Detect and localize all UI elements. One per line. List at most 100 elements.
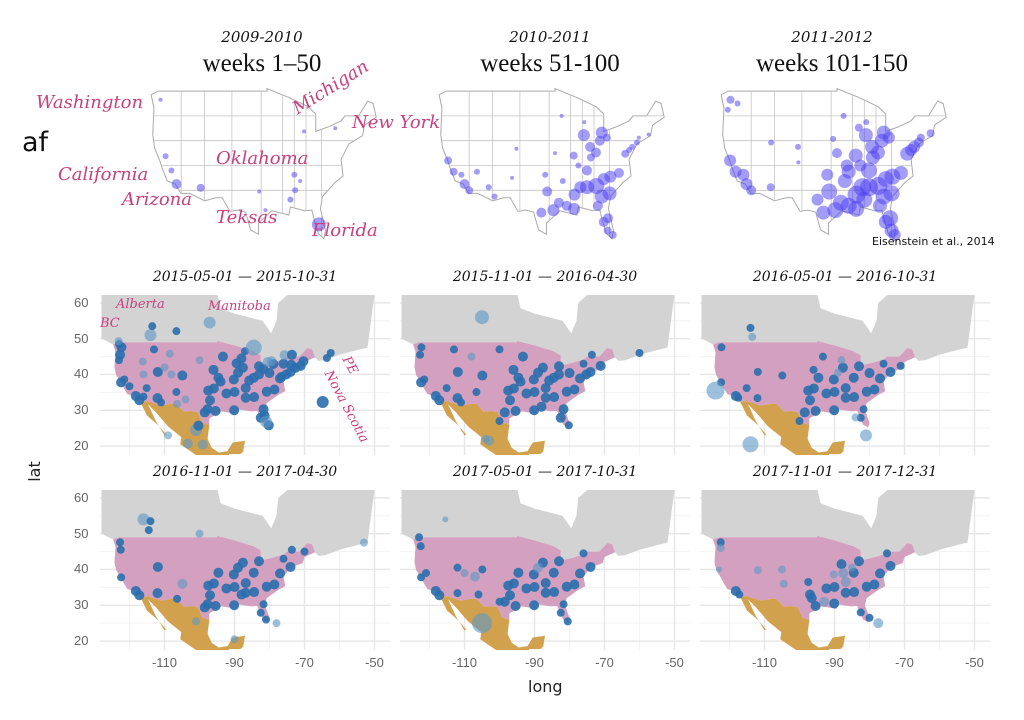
data-point — [559, 600, 568, 609]
data-point — [529, 600, 540, 611]
data-point — [279, 554, 288, 563]
data-point — [221, 388, 232, 399]
top-data-point — [854, 159, 867, 172]
top-data-point — [821, 168, 834, 181]
top-data-point — [821, 183, 838, 200]
data-point — [569, 579, 580, 590]
data-point — [210, 600, 221, 611]
data-point — [499, 596, 510, 607]
top-data-point — [766, 183, 775, 192]
x-tick-label: -70 — [895, 655, 914, 670]
y-tick-label: 20 — [74, 438, 89, 454]
mexico-region — [439, 401, 546, 455]
data-point — [478, 565, 487, 574]
hudson-bay — [217, 295, 288, 334]
data-point — [706, 381, 725, 400]
data-point — [521, 388, 532, 399]
top-data-point — [858, 128, 873, 143]
data-point — [883, 549, 892, 558]
data-point — [809, 365, 818, 374]
data-point — [569, 384, 580, 395]
top-data-point — [491, 193, 498, 200]
top-data-point — [882, 131, 895, 144]
top-data-point — [602, 186, 617, 201]
top-data-point — [832, 148, 842, 159]
facet-title-5: 2017-11-01 — 2017-12-31 — [752, 464, 938, 480]
top-data-point — [547, 204, 560, 217]
data-point — [474, 590, 483, 599]
data-point — [146, 517, 155, 526]
data-point — [240, 392, 251, 403]
data-point — [116, 538, 125, 547]
data-point — [221, 583, 232, 594]
data-point — [229, 387, 240, 398]
top-data-point — [724, 106, 731, 113]
top-data-point — [196, 183, 205, 192]
data-point — [716, 566, 723, 573]
data-point — [453, 589, 462, 598]
x-tick-label: -90 — [225, 655, 244, 670]
canada-region — [701, 490, 975, 561]
data-point — [182, 438, 193, 449]
data-point — [181, 395, 190, 404]
top-data-point — [613, 167, 624, 178]
data-point — [875, 568, 886, 579]
annotation-oklahoma: Oklahoma — [216, 148, 309, 169]
top-data-point — [559, 178, 566, 184]
data-point — [821, 388, 832, 399]
top-data-point — [590, 147, 601, 158]
facet-panel-1 — [400, 295, 690, 455]
data-point — [326, 348, 335, 357]
data-point — [818, 352, 827, 361]
y-tick-label: 20 — [74, 633, 89, 649]
data-point — [233, 367, 244, 378]
data-point — [453, 563, 462, 572]
data-point — [197, 439, 208, 450]
top-data-point — [458, 171, 465, 178]
mexico-region — [439, 596, 546, 650]
hudson-bay — [217, 490, 288, 529]
data-point — [829, 582, 840, 593]
data-point — [515, 376, 526, 387]
data-point — [157, 398, 166, 407]
data-point — [517, 351, 528, 362]
top-data-point — [582, 120, 587, 125]
data-point — [748, 332, 757, 341]
data-point — [278, 358, 289, 369]
top-data-point — [569, 151, 578, 160]
hudson-bay — [817, 490, 888, 529]
hudson-bay — [817, 295, 888, 334]
data-point — [873, 618, 884, 629]
x-tick-label: -110 — [751, 655, 778, 670]
data-point — [144, 329, 157, 342]
top-data-point — [863, 119, 870, 126]
data-point — [420, 375, 429, 384]
data-point — [778, 371, 787, 380]
mexico-region — [739, 401, 846, 455]
data-point — [753, 566, 762, 575]
data-point — [298, 356, 309, 367]
data-point — [279, 350, 290, 361]
data-point — [840, 383, 851, 394]
data-point — [477, 370, 488, 381]
data-point — [513, 567, 524, 578]
top-data-point — [795, 143, 801, 150]
data-point — [829, 598, 840, 609]
data-point — [505, 395, 516, 406]
data-point — [860, 429, 873, 442]
facet-panel-3 — [100, 490, 390, 650]
canada-region — [101, 490, 375, 561]
data-point — [810, 405, 821, 416]
data-point — [813, 372, 824, 383]
top-data-point — [302, 129, 307, 134]
data-point — [533, 367, 544, 378]
mexico-region — [739, 596, 846, 650]
facet-title-0: 2015-05-01 — 2015-10-31 — [152, 269, 338, 285]
data-point — [139, 370, 148, 379]
data-point — [452, 366, 463, 377]
us-outline — [438, 87, 665, 240]
data-point — [117, 573, 126, 582]
data-point — [229, 600, 240, 611]
credit-text: Eisenstein et al., 2014 — [872, 235, 995, 248]
data-point — [484, 435, 495, 446]
